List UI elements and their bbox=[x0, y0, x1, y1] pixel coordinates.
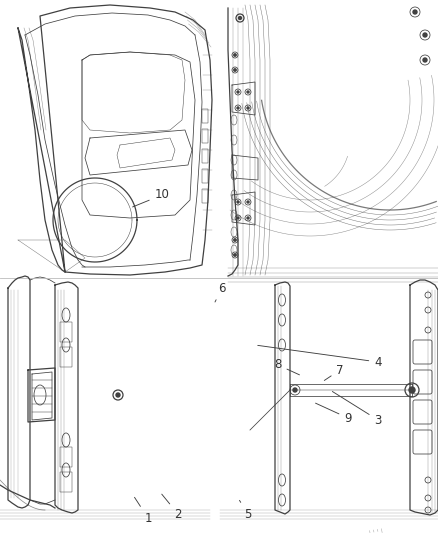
Text: 6: 6 bbox=[215, 281, 226, 302]
Circle shape bbox=[116, 393, 120, 397]
Circle shape bbox=[234, 54, 236, 56]
Bar bbox=[60, 347, 72, 367]
Circle shape bbox=[409, 387, 415, 393]
Circle shape bbox=[423, 58, 427, 62]
Circle shape bbox=[247, 201, 249, 203]
Text: 9: 9 bbox=[315, 403, 352, 424]
Text: 1: 1 bbox=[134, 497, 152, 524]
Circle shape bbox=[234, 239, 236, 241]
Text: 8: 8 bbox=[274, 359, 300, 375]
Bar bbox=[202, 129, 208, 143]
Text: 3: 3 bbox=[332, 391, 381, 426]
Circle shape bbox=[237, 91, 239, 93]
Text: 5: 5 bbox=[240, 500, 252, 521]
Text: 10: 10 bbox=[133, 189, 170, 207]
Circle shape bbox=[234, 69, 236, 71]
Text: 7: 7 bbox=[324, 364, 344, 381]
Circle shape bbox=[247, 91, 249, 93]
Circle shape bbox=[413, 10, 417, 14]
Circle shape bbox=[293, 388, 297, 392]
Text: 4: 4 bbox=[258, 345, 382, 368]
Bar bbox=[202, 149, 208, 163]
Bar bbox=[60, 447, 72, 467]
Circle shape bbox=[239, 17, 241, 20]
Bar bbox=[60, 322, 72, 342]
Circle shape bbox=[237, 217, 239, 219]
Bar bbox=[202, 189, 208, 203]
Bar bbox=[60, 472, 72, 492]
Circle shape bbox=[237, 201, 239, 203]
Circle shape bbox=[237, 107, 239, 109]
Circle shape bbox=[234, 254, 236, 256]
Text: 2: 2 bbox=[162, 494, 182, 521]
Circle shape bbox=[247, 217, 249, 219]
Circle shape bbox=[423, 33, 427, 37]
Circle shape bbox=[247, 107, 249, 109]
Bar bbox=[202, 109, 208, 123]
Bar bbox=[202, 169, 208, 183]
